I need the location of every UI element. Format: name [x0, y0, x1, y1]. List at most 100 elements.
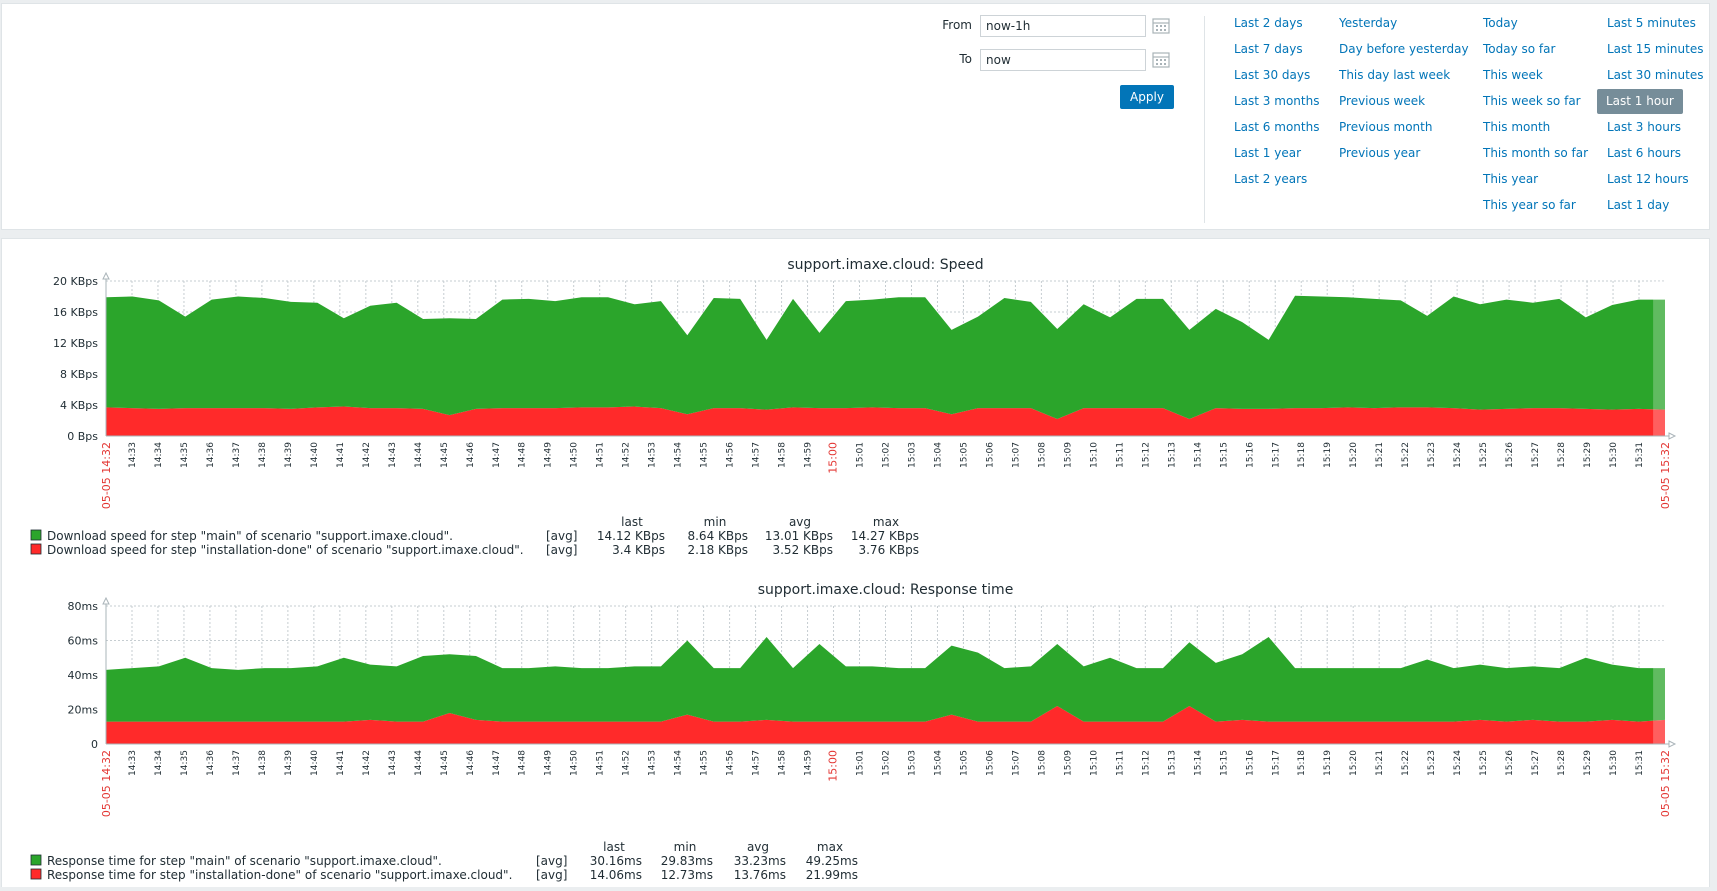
x-tick-label: 15:04: [933, 442, 943, 468]
graphs-panel: support.imaxe.cloud: Speed 0 Bps 4 KBps 8 K…: [1, 238, 1710, 887]
x-tick-label: 15:13: [1167, 442, 1177, 468]
x-tick-label: 14:56: [726, 750, 736, 776]
quick-range-this-week[interactable]: This week: [1483, 68, 1543, 82]
x-tick-label: 14:54: [674, 442, 684, 468]
y-tick-label: 20 KBps: [53, 275, 98, 288]
x-tick-label: 15:30: [1609, 442, 1619, 468]
x-tick-label: 15:07: [1011, 442, 1021, 468]
x-tick-label: 14:57: [752, 750, 762, 776]
x-tick-label: 15:03: [907, 442, 917, 468]
x-tick-label: 14:40: [310, 750, 320, 776]
x-tick-label: 14:37: [232, 750, 242, 776]
x-tick-label: 14:37: [232, 442, 242, 468]
x-tick-label: 14:47: [492, 750, 502, 776]
from-input[interactable]: [980, 15, 1146, 37]
x-tick-label: 15:18: [1297, 750, 1307, 776]
x-tick-label: 14:36: [206, 750, 216, 776]
quick-range-this-year-so-far[interactable]: This year so far: [1483, 198, 1576, 212]
x-tick-label: 14:46: [466, 750, 476, 776]
x-tick-label: 15:01: [856, 750, 866, 776]
x-tick-label: 15:13: [1167, 750, 1177, 776]
quick-range-previous-year[interactable]: Previous year: [1339, 146, 1421, 160]
quick-range-last-7-days[interactable]: Last 7 days: [1234, 42, 1303, 56]
quick-range-last-3-months[interactable]: Last 3 months: [1234, 94, 1320, 108]
quick-range-day-before-yesterday[interactable]: Day before yesterday: [1339, 42, 1469, 56]
x-tick-label: 15:15: [1219, 442, 1229, 468]
legend-max-value: 49.25ms: [806, 854, 858, 868]
quick-range-this-week-so-far[interactable]: This week so far: [1483, 94, 1581, 108]
quick-range-today[interactable]: Today: [1483, 16, 1518, 30]
quick-range-last-1-day[interactable]: Last 1 day: [1607, 198, 1670, 212]
quick-range-last-15-minutes[interactable]: Last 15 minutes: [1607, 42, 1704, 56]
y-axis-arrow-icon: [102, 271, 110, 280]
y-tick-label: 60ms: [68, 635, 99, 648]
x-tick-label: 15:09: [1063, 750, 1073, 776]
x-tick-label: 15:06: [985, 442, 995, 468]
x-tick-label: 14:53: [648, 750, 658, 776]
to-input[interactable]: [980, 49, 1146, 71]
x-tick-label: 15:12: [1141, 442, 1151, 468]
legend-header-max: max: [817, 840, 843, 854]
quick-range-last-2-days[interactable]: Last 2 days: [1234, 16, 1303, 30]
x-tick-label: 15:20: [1349, 750, 1359, 776]
quick-range-yesterday[interactable]: Yesterday: [1339, 16, 1398, 30]
quick-range-this-year[interactable]: This year: [1483, 172, 1539, 186]
quick-range-last-1-year[interactable]: Last 1 year: [1234, 146, 1302, 160]
quick-range-last-12-hours[interactable]: Last 12 hours: [1607, 172, 1689, 186]
x-tick-label: 14:48: [518, 750, 528, 776]
x-tick-label: 14:41: [336, 442, 346, 468]
legend-min-value: 8.64 KBps: [687, 529, 748, 543]
x-tick-label: 15:17: [1271, 442, 1281, 468]
legend-item-label: Download speed for step "main" of scenar…: [47, 529, 453, 543]
legend-header-last: last: [621, 515, 643, 529]
quick-range-today-so-far[interactable]: Today so far: [1483, 42, 1556, 56]
x-tick-label: 15:08: [1037, 750, 1047, 776]
quick-range-this-month[interactable]: This month: [1483, 120, 1551, 134]
x-tick-label: 14:59: [804, 442, 814, 468]
y-tick-label: 4 KBps: [60, 399, 98, 412]
y-tick-label: 12 KBps: [53, 337, 98, 350]
x-tick-label: 15:14: [1193, 442, 1203, 468]
quick-range-last-5-minutes[interactable]: Last 5 minutes: [1607, 16, 1696, 30]
x-tick-label: 14:34: [154, 750, 164, 776]
current-period-overlay: [1653, 281, 1665, 436]
x-tick-label: 15:20: [1349, 442, 1359, 468]
x-tick-label: 15:07: [1011, 750, 1021, 776]
x-tick-label: 15:16: [1245, 442, 1255, 468]
quick-range-last-6-months[interactable]: Last 6 months: [1234, 120, 1320, 134]
x-tick-label: 14:59: [804, 750, 814, 776]
x-axis-arrow-icon: [1668, 740, 1677, 748]
legend-avg-value: 33.23ms: [734, 854, 786, 868]
quick-range-last-1-hour[interactable]: Last 1 hour: [1597, 89, 1683, 114]
x-tick-label: 15:26: [1505, 442, 1515, 468]
legend-last-value: 3.4 KBps: [612, 543, 665, 557]
calendar-icon[interactable]: [1151, 16, 1171, 36]
series-area-download-speed-for-step-main-of-scenario-support-imaxe-cloud: [106, 295, 1665, 419]
x-tick-label: 14:49: [544, 750, 554, 776]
x-tick-label: 15:28: [1557, 750, 1567, 776]
x-tick-label: 15:03: [907, 750, 917, 776]
x-tick-label: 15:02: [882, 750, 892, 776]
x-tick-label: 15:15: [1219, 750, 1229, 776]
apply-button[interactable]: Apply: [1120, 85, 1174, 109]
x-axis-arrow-icon: [1668, 432, 1677, 440]
calendar-icon[interactable]: [1151, 50, 1171, 70]
legend-header-min: min: [674, 840, 697, 854]
quick-range-last-30-days[interactable]: Last 30 days: [1234, 68, 1311, 82]
legend-item-label: Download speed for step "installation-do…: [47, 543, 524, 557]
x-tick-label: 14:42: [362, 750, 372, 776]
quick-range-last-6-hours[interactable]: Last 6 hours: [1607, 146, 1681, 160]
x-tick-label: 15:11: [1115, 750, 1125, 776]
quick-range-previous-month[interactable]: Previous month: [1339, 120, 1433, 134]
x-tick-label: 15:16: [1245, 750, 1255, 776]
legend-header-last: last: [603, 840, 625, 854]
quick-range-last-30-minutes[interactable]: Last 30 minutes: [1607, 68, 1704, 82]
quick-range-this-month-so-far[interactable]: This month so far: [1483, 146, 1589, 160]
series-area-response-time-for-step-main-of-scenario-support-imaxe-cloud: [106, 637, 1665, 722]
legend-max-value: 21.99ms: [806, 868, 858, 882]
quick-range-this-day-last-week[interactable]: This day last week: [1339, 68, 1451, 82]
quick-range-last-3-hours[interactable]: Last 3 hours: [1607, 120, 1681, 134]
quick-range-previous-week[interactable]: Previous week: [1339, 94, 1426, 108]
quick-range-last-2-years[interactable]: Last 2 years: [1234, 172, 1308, 186]
y-tick-label: 80ms: [68, 600, 99, 613]
